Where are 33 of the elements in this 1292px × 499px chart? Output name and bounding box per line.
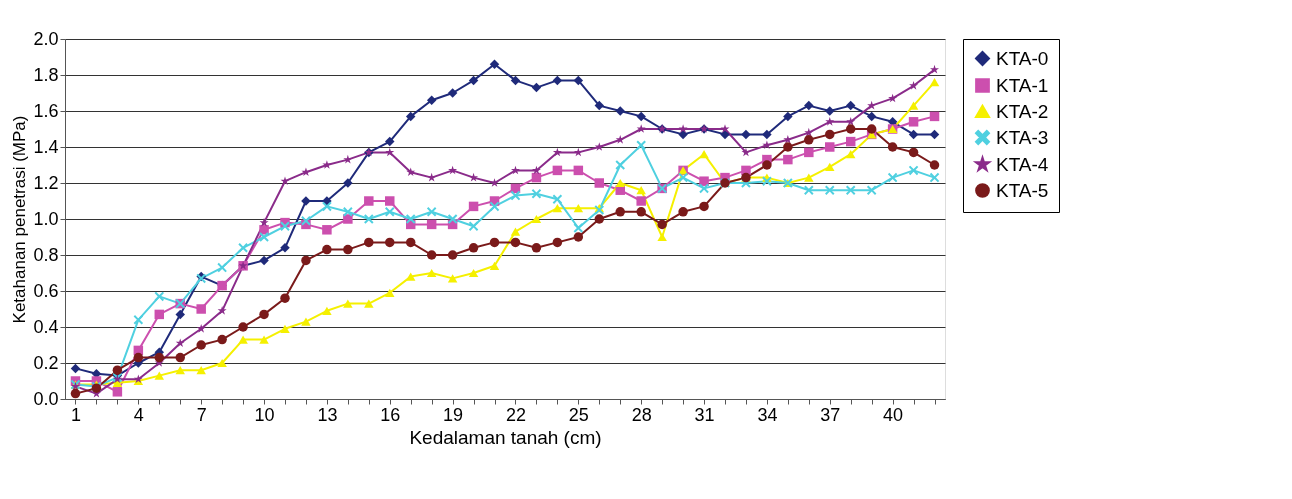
y-tick-label: 0.8	[33, 244, 59, 265]
y-tick-label: 1.8	[33, 64, 59, 85]
x-tick-label: 1	[70, 404, 81, 425]
y-tick-label: 2.0	[33, 28, 59, 49]
legend-label: KTA-3	[996, 126, 1049, 148]
x-tick-label: 40	[883, 404, 904, 425]
x-tick-label: 31	[694, 404, 715, 425]
legend-label: KTA-5	[996, 179, 1049, 201]
legend-label: KTA-1	[996, 74, 1049, 96]
x-tick-label: 7	[196, 404, 207, 425]
y-axis-title: Ketahanan penetrasi (MPa)	[10, 115, 30, 324]
x-tick-label: 16	[380, 404, 401, 425]
x-tick-label: 4	[133, 404, 144, 425]
x-tick-label: 19	[443, 404, 464, 425]
x-tick-label: 34	[757, 404, 778, 425]
y-tick-label: 1.6	[33, 100, 59, 121]
y-tick-label: 0.4	[33, 316, 59, 337]
y-tick-label: 0.0	[33, 388, 59, 409]
y-tick-label: 0.6	[33, 280, 59, 301]
legend-label: KTA-2	[996, 100, 1049, 122]
y-tick-label: 1.2	[33, 172, 59, 193]
x-axis-title: Kedalaman tanah (cm)	[409, 426, 602, 448]
y-tick-label: 1.4	[33, 136, 59, 157]
x-tick-label: 22	[505, 404, 526, 425]
y-tick-label: 0.2	[33, 352, 59, 373]
x-tick-label: 25	[568, 404, 589, 425]
x-tick-label: 13	[317, 404, 338, 425]
x-tick-label: 28	[631, 404, 652, 425]
legend-label: KTA-0	[996, 47, 1049, 69]
y-tick-label: 1.0	[33, 208, 59, 229]
legend-label: KTA-4	[996, 153, 1049, 175]
x-tick-label: 10	[254, 404, 275, 425]
x-tick-label: 37	[820, 404, 841, 425]
